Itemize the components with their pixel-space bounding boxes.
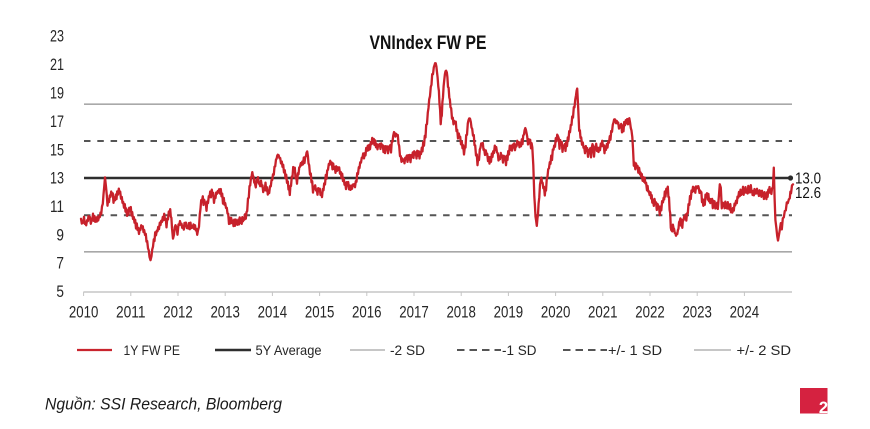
- svg-text:2013: 2013: [210, 304, 240, 322]
- svg-text:+/- 1 SD: +/- 1 SD: [608, 342, 662, 358]
- svg-text:13: 13: [50, 170, 64, 188]
- svg-text:Nguồn: SSI Research, Bloomberg: Nguồn: SSI Research, Bloomberg: [45, 395, 282, 414]
- svg-text:7: 7: [56, 255, 64, 273]
- svg-text:2024: 2024: [730, 304, 760, 322]
- svg-text:19: 19: [50, 85, 64, 103]
- svg-text:+/- 2 SD: +/- 2 SD: [737, 342, 792, 358]
- svg-text:5: 5: [56, 283, 64, 301]
- svg-text:2022: 2022: [635, 304, 665, 322]
- svg-text:2017: 2017: [399, 304, 429, 322]
- svg-text:2018: 2018: [446, 304, 476, 322]
- svg-text:2023: 2023: [682, 304, 712, 322]
- svg-text:2011: 2011: [116, 304, 146, 322]
- svg-text:2015: 2015: [305, 304, 335, 322]
- svg-text:11: 11: [50, 198, 64, 216]
- svg-text:13.0: 13.0: [795, 170, 821, 187]
- svg-text:2: 2: [819, 399, 828, 417]
- svg-text:15: 15: [50, 141, 64, 159]
- svg-text:5Y Average: 5Y Average: [256, 342, 322, 358]
- svg-text:1Y FW PE: 1Y FW PE: [124, 342, 181, 358]
- svg-text:2020: 2020: [541, 304, 571, 322]
- svg-text:-1 SD: -1 SD: [502, 342, 537, 358]
- svg-text:23: 23: [50, 28, 64, 46]
- svg-text:2014: 2014: [258, 304, 288, 322]
- svg-text:17: 17: [50, 113, 64, 131]
- svg-text:-2 SD: -2 SD: [390, 342, 425, 358]
- svg-text:2010: 2010: [69, 304, 99, 322]
- svg-text:12.6: 12.6: [795, 185, 821, 202]
- svg-text:21: 21: [50, 56, 64, 74]
- svg-text:2016: 2016: [352, 304, 382, 322]
- svg-text:2019: 2019: [494, 304, 524, 322]
- svg-text:2021: 2021: [588, 304, 618, 322]
- svg-text:9: 9: [56, 226, 64, 244]
- svg-text:2012: 2012: [163, 304, 193, 322]
- svg-text:VNIndex FW PE: VNIndex FW PE: [370, 33, 487, 54]
